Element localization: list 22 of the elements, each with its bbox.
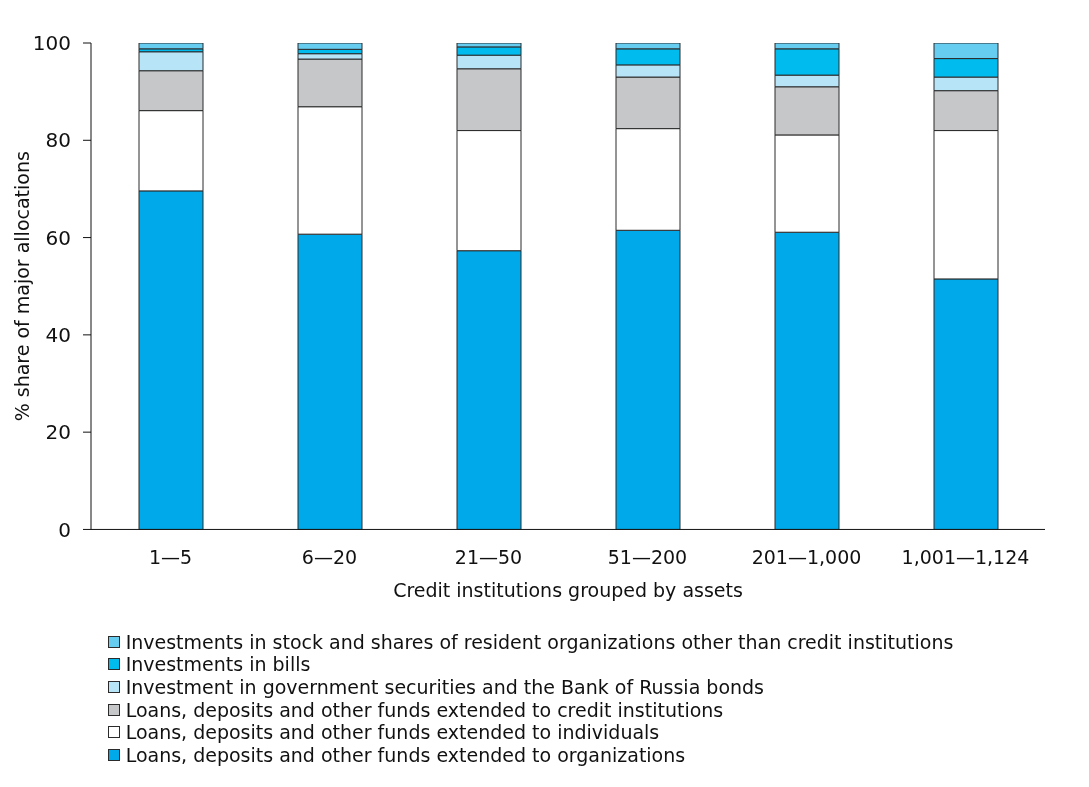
x-tick-label: 1—5	[148, 545, 193, 568]
y-tick-label: 80	[45, 128, 71, 153]
y-tick-label: 60	[45, 225, 71, 250]
x-tick-label: 21—50	[454, 545, 523, 568]
legend-label: Investments in bills	[125, 653, 311, 676]
x-tick-label: 6—20	[301, 545, 358, 568]
x-tick-label: 201—1,000	[751, 545, 862, 568]
bar	[138, 43, 204, 50]
legend-label: Loans, deposits and other funds extended to organizations	[125, 743, 686, 766]
x-tick-label: 1,001—1,124	[901, 545, 1030, 568]
y-axis-title: % share of major allocations	[11, 151, 33, 422]
y-tick-label: 100	[32, 31, 71, 56]
y-tick-label: 0	[58, 517, 71, 542]
legend-label: Investments in stock and shares of resident organizations other than credit institutions	[125, 630, 954, 653]
bar	[297, 43, 363, 50]
legend-label: Investment in government securities and the Bank of Russia bonds	[125, 675, 765, 698]
x-axis-title: Credit institutions grouped by assets	[393, 579, 743, 602]
legend-label: Loans, deposits and other funds extended to credit institutions	[125, 698, 724, 721]
y-tick-label: 20	[45, 420, 71, 445]
y-tick-label: 40	[45, 322, 71, 347]
legend-label: Loans, deposits and other funds extended to individuals	[125, 721, 660, 744]
x-tick-label: 51—200	[607, 545, 688, 568]
